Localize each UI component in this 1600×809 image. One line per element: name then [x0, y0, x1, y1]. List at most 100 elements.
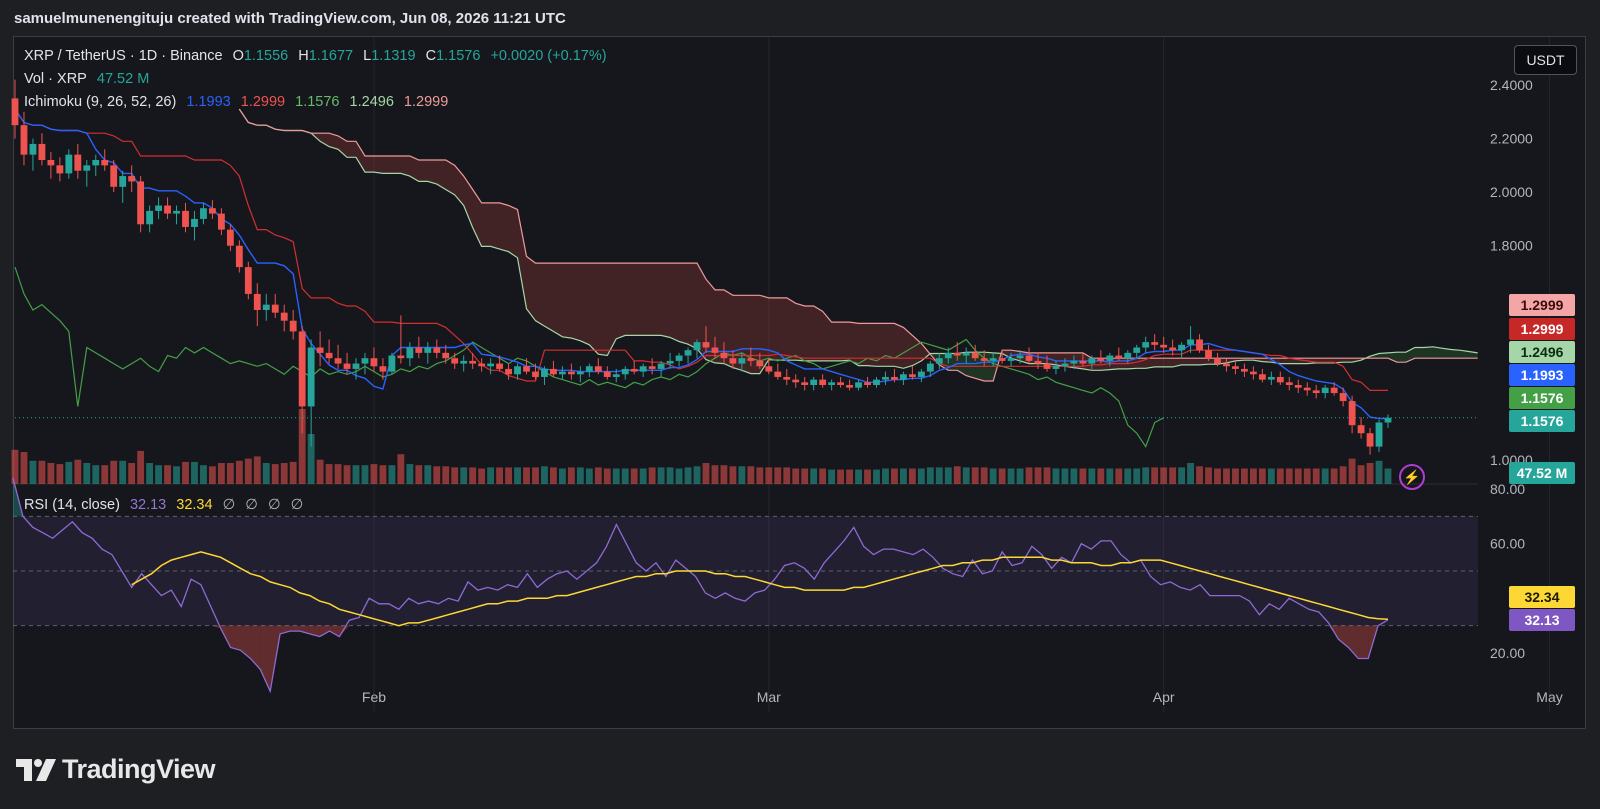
rsi-panel: [12, 477, 1478, 694]
cloud-segment: [553, 263, 563, 337]
cloud-segment: [813, 305, 823, 361]
open-label: O: [232, 48, 244, 64]
candle-body: [1241, 368, 1248, 372]
rsi-oversold-fill: [250, 625, 261, 670]
candle-body: [747, 358, 755, 361]
currency-button[interactable]: USDT: [1514, 45, 1577, 75]
cloud-segment: [1459, 350, 1469, 359]
candle-body: [352, 363, 360, 369]
volume-bar: [684, 467, 692, 484]
cloud-segment: [1199, 358, 1209, 365]
candle-body: [1375, 422, 1383, 447]
cloud-segment: [1432, 346, 1442, 359]
volume-bar: [1052, 468, 1060, 484]
cloud-segment: [400, 155, 410, 177]
cloud-segment: [1450, 349, 1460, 359]
candle-body: [119, 176, 127, 187]
candle-body: [379, 366, 387, 372]
volume-bar: [101, 465, 109, 484]
candle-body: [1232, 366, 1239, 369]
chikou-badge: 1.1576: [1509, 387, 1575, 409]
rsi-extra-3: ∅: [267, 497, 281, 513]
volume-bar: [47, 463, 55, 484]
cloud-segment: [445, 160, 455, 195]
candle-body: [1070, 360, 1078, 364]
cloud-segment: [777, 297, 787, 361]
cloud-segment: [580, 263, 590, 345]
candle-body: [1196, 339, 1203, 351]
candle-body: [182, 210, 189, 227]
candle-body: [1169, 347, 1177, 351]
volume-bar: [1151, 467, 1159, 484]
volume-bar: [1241, 468, 1248, 484]
cloud-segment: [822, 311, 832, 361]
cloud-segment: [705, 279, 715, 363]
cloud-segment: [894, 323, 904, 369]
volume-bar: [451, 467, 459, 484]
cloud-segment: [652, 263, 662, 336]
candle-body: [1276, 376, 1284, 383]
volume-bar: [1196, 466, 1203, 484]
candle-body: [1151, 342, 1159, 345]
volume-bar: [989, 468, 997, 484]
high-label: H: [298, 48, 309, 64]
volume-bar: [1276, 468, 1284, 484]
candle-body: [837, 382, 845, 385]
tradingview-logo[interactable]: TradingView: [16, 754, 216, 785]
cloud-segment: [759, 295, 769, 374]
volume-bar: [541, 466, 548, 484]
volume-bar: [1249, 468, 1257, 484]
volume-bar: [361, 465, 369, 484]
volume-bar: [1169, 467, 1177, 484]
cloud-segment: [921, 343, 931, 361]
candle-body: [1339, 393, 1347, 402]
volume-bar: [226, 463, 234, 484]
senkou-a-value: 1.2496: [349, 94, 394, 110]
volume-bar: [1232, 468, 1239, 484]
candle-body: [693, 342, 701, 351]
candle-body: [11, 98, 19, 126]
volume-bar: [191, 461, 198, 484]
volume-bar: [478, 468, 486, 484]
volume-bar: [657, 467, 665, 484]
cloud-segment: [418, 160, 428, 182]
candle-body: [1384, 417, 1392, 423]
cloud-segment: [526, 256, 536, 321]
candle-body: [738, 358, 746, 364]
candle-body: [1348, 401, 1356, 426]
cloud-segment: [661, 263, 671, 338]
candle-body: [1330, 387, 1338, 394]
candle-body: [720, 352, 728, 359]
candle-body: [657, 363, 665, 369]
candle-body: [469, 360, 477, 364]
candle-body: [873, 379, 880, 385]
volume-bar: [567, 467, 575, 484]
cloud-segment: [679, 263, 689, 345]
chart-caption: samuelmunenengituju created with Trading…: [14, 10, 566, 27]
volume-bar: [352, 465, 360, 484]
candle-body: [200, 208, 207, 219]
cloud-segment: [1414, 347, 1424, 359]
candles: [11, 79, 1392, 455]
candle-body: [514, 366, 521, 375]
candle-body: [1043, 363, 1051, 369]
cloud-segment: [427, 160, 437, 185]
volume-bar: [1061, 468, 1069, 484]
rsi-label: RSI (14, close): [24, 497, 120, 513]
kijun-line: [14, 108, 1388, 391]
candle-body: [801, 382, 809, 385]
volume-bar: [487, 467, 495, 484]
volume-bar: [1079, 468, 1087, 484]
candle-body: [442, 352, 450, 359]
volume-bar: [1357, 465, 1365, 484]
cloud-segment: [1055, 352, 1065, 367]
candle-body: [612, 374, 620, 377]
bolt-icon[interactable]: ⚡: [1399, 464, 1425, 490]
candle-body: [1303, 387, 1311, 391]
volume-bar: [523, 467, 530, 484]
candle-body: [253, 293, 261, 310]
volume-bar: [935, 467, 943, 484]
cloud-segment: [723, 289, 733, 368]
candle-body: [20, 125, 28, 155]
